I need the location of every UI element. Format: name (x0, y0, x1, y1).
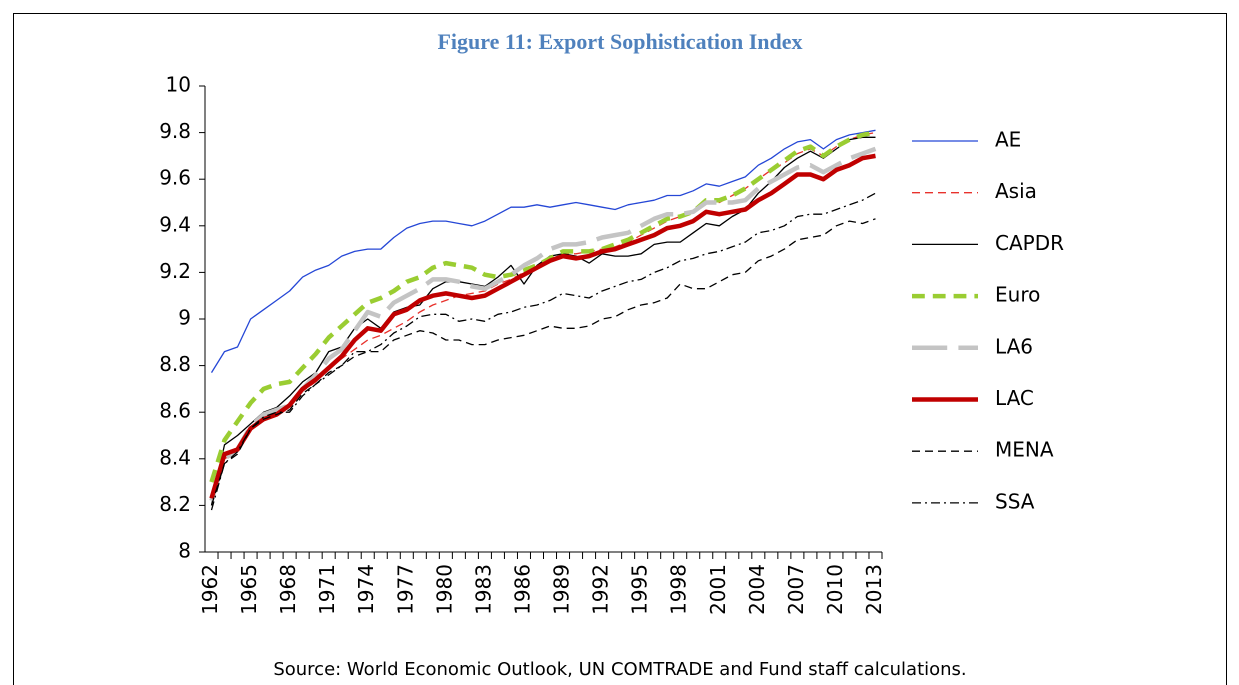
legend-label: CAPDR (995, 231, 1064, 255)
series-line (209, 146, 877, 502)
x-tick-label: 1971 (315, 564, 339, 615)
y-tick-label: 8.2 (159, 492, 191, 516)
x-tick-label: 2010 (823, 564, 847, 615)
series-line (210, 131, 876, 497)
x-tick-label: 1989 (550, 564, 574, 615)
x-tick-label: 2001 (706, 564, 730, 615)
x-tick-label: 1977 (393, 564, 417, 615)
y-tick-label: 9.8 (159, 119, 191, 143)
x-tick-label: 1962 (198, 564, 222, 615)
y-tick-label: 10 (166, 73, 191, 97)
x-tick-label: 2013 (862, 564, 886, 615)
x-tick-label: 1968 (276, 564, 300, 615)
legend-label: Euro (995, 283, 1040, 307)
x-tick-label: 1992 (589, 564, 613, 615)
legend-label: Asia (995, 179, 1037, 203)
y-tick-label: 8.8 (159, 352, 191, 376)
series-line (209, 153, 876, 500)
y-tick-label: 9.4 (159, 212, 191, 236)
series-line (210, 192, 876, 511)
x-tick-label: 1986 (510, 564, 534, 615)
series-line (210, 129, 876, 373)
x-tick-label: 2007 (784, 564, 808, 615)
legend-label: LA6 (995, 334, 1033, 358)
y-tick-label: 8 (178, 539, 191, 563)
x-tick-label: 1965 (237, 564, 261, 615)
y-tick-label: 8.4 (159, 445, 191, 469)
x-tick-label: 2004 (745, 564, 769, 615)
y-tick-label: 8.6 (159, 399, 191, 423)
legend-label: SSA (995, 489, 1035, 513)
x-tick-label: 1974 (354, 564, 378, 615)
x-tick-label: 1995 (628, 564, 652, 615)
x-tick-label: 1998 (667, 564, 691, 615)
legend-label: LAC (995, 386, 1034, 410)
chart-title: Figure 11: Export Sophistication Index (437, 29, 802, 54)
legend-label: AE (995, 128, 1021, 152)
x-tick-label: 1980 (432, 564, 456, 615)
series-line (210, 218, 876, 506)
source-note: Source: World Economic Outlook, UN COMTR… (273, 659, 966, 680)
x-tick-label: 1983 (471, 564, 495, 615)
legend-label: MENA (995, 438, 1054, 462)
y-tick-label: 9.2 (159, 259, 191, 283)
frame (13, 13, 1227, 685)
y-tick-label: 9 (178, 306, 191, 330)
series-line (209, 130, 876, 483)
y-tick-label: 9.6 (159, 166, 191, 190)
